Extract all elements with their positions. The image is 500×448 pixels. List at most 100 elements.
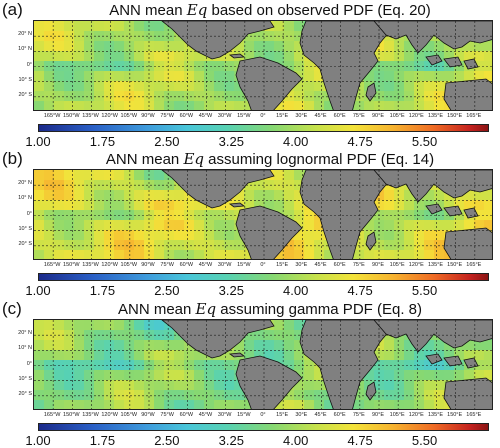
field-cell	[164, 51, 174, 61]
field-cell	[364, 220, 374, 230]
longitude-label: 30°E	[295, 412, 308, 418]
field-cell	[134, 250, 144, 259]
field-cell	[104, 360, 114, 370]
field-cell	[54, 390, 64, 400]
field-cell	[234, 91, 244, 101]
field-cell	[194, 81, 204, 91]
field-cell	[84, 400, 94, 409]
field-cell	[284, 320, 294, 330]
field-cell	[244, 31, 254, 41]
field-cell	[254, 340, 264, 350]
field-cell	[74, 220, 84, 230]
field-cell	[394, 240, 404, 250]
colorbar-tick-label: 5.50	[411, 283, 438, 298]
field-cell	[34, 240, 44, 250]
latitude-label: 10° N	[18, 345, 32, 352]
field-cell	[314, 390, 324, 400]
field-cell	[414, 230, 424, 240]
field-cell	[454, 61, 464, 71]
field-cell	[64, 230, 74, 240]
field-cell	[74, 200, 84, 210]
field-cell	[164, 400, 174, 409]
field-cell	[184, 200, 194, 210]
field-cell	[384, 250, 394, 259]
field-cell	[104, 91, 114, 101]
field-cell	[264, 340, 274, 350]
field-cell	[404, 390, 414, 400]
field-cell	[434, 250, 444, 259]
field-cell	[194, 51, 204, 61]
colorbar-tick-label: 1.00	[25, 134, 51, 149]
field-cell	[294, 101, 304, 110]
field-cell	[74, 360, 84, 370]
field-cell	[414, 220, 424, 230]
field-cell	[294, 360, 304, 370]
field-cell	[124, 370, 134, 380]
field-cell	[34, 380, 44, 390]
field-cell	[194, 210, 204, 220]
field-cell	[174, 220, 184, 230]
colorbar-ticks: 1.00 1.75 2.50 3.25 4.00 4.75 5.50	[0, 283, 500, 298]
field-cell	[284, 390, 294, 400]
field-cell	[384, 51, 394, 61]
longitude-label: 105°E	[389, 262, 405, 268]
field-cell	[374, 390, 384, 400]
field-cell	[114, 390, 124, 400]
field-cell	[224, 400, 234, 409]
field-cell	[44, 101, 54, 110]
field-cell	[134, 240, 144, 250]
field-cell	[424, 220, 434, 230]
field-cell	[204, 81, 214, 91]
field-cell	[214, 250, 224, 259]
longitude-label: 150°E	[447, 412, 463, 418]
field-cell	[74, 230, 84, 240]
field-cell	[174, 190, 184, 200]
longitude-label: 165°E	[466, 262, 482, 268]
field-cell	[284, 360, 294, 370]
field-cell	[104, 21, 114, 31]
field-cell	[114, 91, 124, 101]
field-cell	[154, 81, 164, 91]
longitude-label: 30°W	[217, 262, 232, 268]
field-cell	[124, 101, 134, 110]
field-cell	[394, 230, 404, 240]
field-cell	[54, 81, 64, 91]
field-cell	[234, 240, 244, 250]
panel-letter: (c)	[2, 299, 22, 318]
field-cell	[44, 71, 54, 81]
field-cell	[114, 170, 124, 180]
field-cell	[44, 61, 54, 71]
field-cell	[354, 390, 364, 400]
field-cell	[84, 31, 94, 41]
field-cell	[274, 350, 284, 360]
field-cell	[464, 200, 474, 210]
field-cell	[164, 250, 174, 259]
field-cell	[184, 370, 194, 380]
longitude-label: 45°W	[198, 412, 213, 418]
field-cell	[404, 250, 414, 259]
field-cell	[164, 380, 174, 390]
panel-letter: (a)	[2, 0, 23, 19]
field-cell	[464, 370, 474, 380]
field-cell	[304, 370, 314, 380]
field-cell	[114, 41, 124, 51]
landmass	[443, 78, 492, 110]
field-cell	[204, 91, 214, 101]
field-cell	[44, 31, 54, 41]
field-cell	[174, 210, 184, 220]
field-cell	[154, 21, 164, 31]
field-cell	[474, 190, 484, 200]
longitude-label: 60°E	[333, 113, 346, 119]
field-cell	[34, 170, 44, 180]
field-cell	[134, 101, 144, 110]
field-cell	[184, 81, 194, 91]
longitude-label: 90°W	[141, 412, 155, 418]
title-variable: Eq	[183, 150, 204, 168]
title-suffix: based on observed PDF (Eq. 20)	[207, 2, 431, 19]
landmass	[299, 170, 395, 259]
field-cell	[384, 370, 394, 380]
latitude-label: 20° S	[18, 240, 32, 247]
longitude-label: 60°E	[333, 262, 346, 268]
field-cell	[284, 31, 294, 41]
field-cell	[234, 250, 244, 259]
